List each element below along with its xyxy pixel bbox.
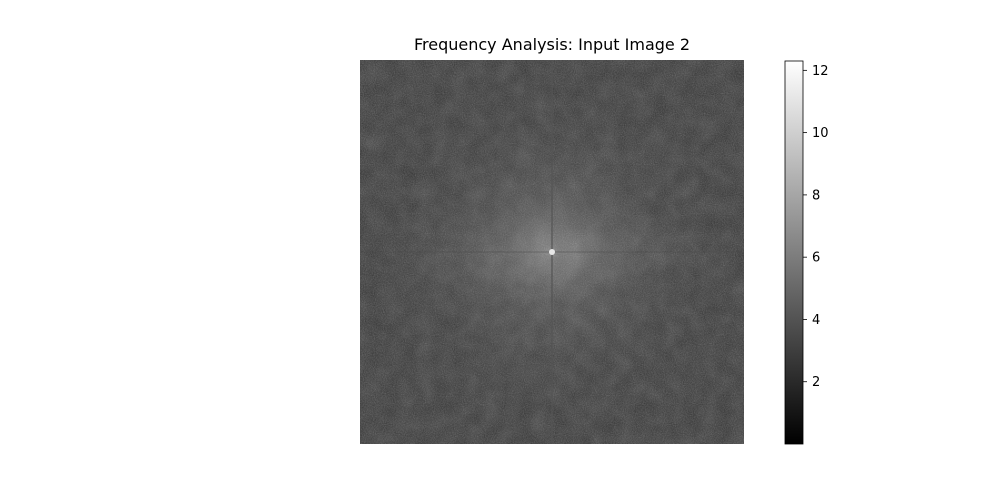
colorbar-tick-label: 10 [812, 126, 829, 141]
colorbar-tick-label: 12 [812, 64, 829, 79]
spectrum-image [360, 60, 744, 444]
colorbar-tick-label: 8 [812, 188, 820, 203]
colorbar-tick-label: 4 [812, 313, 820, 328]
colorbar-tick-label: 2 [812, 375, 820, 390]
colorbar-tick-label: 6 [812, 251, 820, 266]
colorbar: 2 4 6 8 10 12 [784, 60, 829, 445]
chart-title: Frequency Analysis: Input Image 2 [413, 35, 691, 54]
colorbar-ticks: 2 4 6 8 10 12 [803, 64, 829, 390]
